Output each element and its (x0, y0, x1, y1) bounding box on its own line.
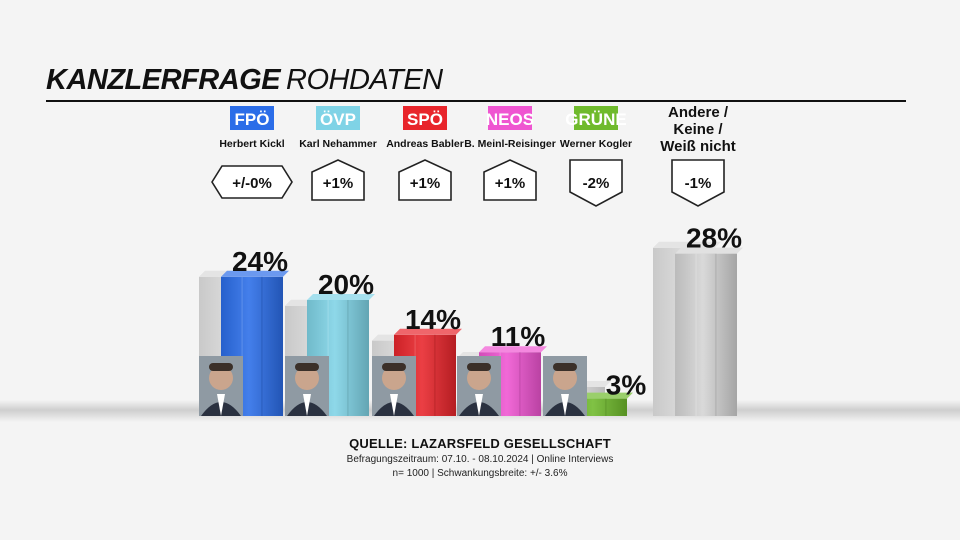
photo-shirt (303, 394, 311, 416)
photo-head (382, 366, 406, 390)
previous-bar-top (653, 241, 721, 248)
change-label: -1% (685, 175, 712, 192)
photo-hair (209, 363, 233, 371)
party-label: FPÖ (235, 110, 270, 129)
change-label: +1% (495, 175, 525, 192)
candidate-photo (457, 356, 501, 416)
change-label: +/-0% (232, 175, 272, 192)
party-badge (230, 106, 274, 130)
bar-top (394, 328, 462, 335)
bar-top (221, 270, 289, 277)
value-label: 14% (405, 304, 461, 335)
party-label: SPÖ (407, 110, 443, 129)
chart-title: KANZLERFRAGE ROHDATEN (46, 62, 906, 102)
photo-hair (295, 363, 319, 371)
candidate-name: Werner Kogler (560, 138, 632, 150)
party-badge (403, 106, 447, 130)
candidate-photo (199, 356, 243, 416)
photo-hair (467, 363, 491, 371)
source-block: QUELLE: LAZARSFELD GESELLSCHAFT Befragun… (0, 436, 960, 479)
party-badge (488, 106, 532, 130)
change-label: +1% (410, 175, 440, 192)
party-label: NEOS (486, 110, 534, 129)
candidate-name: Herbert Kickl (219, 138, 284, 150)
candidate-name: Karl Nehammer (299, 138, 377, 150)
photo-head (467, 366, 491, 390)
value-label: 20% (318, 269, 374, 300)
party-badge (316, 106, 360, 130)
candidate-name: Andreas Babler (386, 138, 464, 150)
photo-head (209, 366, 233, 390)
source-title: QUELLE: LAZARSFELD GESELLSCHAFT (349, 436, 611, 451)
photo-shirt (561, 394, 569, 416)
change-indicator (483, 159, 537, 201)
other-label-line: Keine / (673, 121, 723, 138)
photo-shirt (217, 394, 225, 416)
candidate-name: B. Meinl-Reisinger (464, 138, 556, 150)
change-indicator (211, 165, 293, 199)
photo-shirt (390, 394, 398, 416)
candidate-photo (543, 356, 587, 416)
photo-hair (553, 363, 577, 371)
change-indicator (569, 159, 623, 207)
photo-hair (382, 363, 406, 371)
photo-head (295, 366, 319, 390)
bar (675, 253, 737, 416)
party-badge (574, 106, 618, 130)
value-label: 28% (686, 223, 742, 254)
title-bold: KANZLERFRAGE (46, 64, 281, 96)
value-label: 11% (491, 321, 546, 352)
party-label: ÖVP (320, 110, 356, 129)
candidate-photo (372, 356, 416, 416)
bar-top (479, 346, 547, 353)
change-indicator (398, 159, 452, 201)
value-label: 3% (606, 370, 647, 401)
bar-top (307, 294, 375, 300)
change-indicator (311, 159, 365, 201)
change-label: -2% (583, 175, 610, 192)
photo-shirt (475, 394, 483, 416)
title-light: ROHDATEN (286, 64, 443, 96)
source-period: Befragungszeitraum: 07.10. - 08.10.2024 … (346, 454, 614, 465)
value-label: 24% (232, 246, 288, 277)
photo-head (553, 366, 577, 390)
bar-top (675, 247, 743, 254)
change-indicator (671, 159, 725, 207)
other-label-line: Weiß nicht (660, 138, 736, 155)
other-label-line: Andere / (668, 104, 729, 121)
party-label: GRÜNE (565, 110, 626, 129)
candidate-photo (285, 356, 329, 416)
source-sample: n= 1000 | Schwankungsbreite: +/- 3.6% (392, 468, 568, 479)
change-label: +1% (323, 175, 353, 192)
